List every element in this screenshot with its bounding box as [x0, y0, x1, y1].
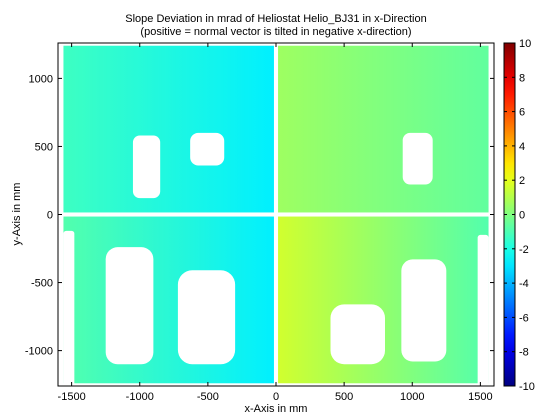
facet-upper-left [63, 45, 274, 213]
colorbar-tick-label: -10 [519, 381, 535, 393]
colorbar-tick-label: -6 [519, 312, 529, 324]
colorbar-tick-label: -4 [519, 278, 529, 290]
missing-data-region [177, 270, 236, 365]
x-tick-label: 0 [273, 391, 279, 403]
colorbar-tick-label: 10 [519, 38, 531, 50]
missing-data-region [63, 230, 75, 386]
x-tick-label: -1000 [126, 391, 154, 403]
colorbar-tick-label: 2 [519, 175, 525, 187]
colorbar-tick-label: -2 [519, 244, 529, 256]
facet-upper-right [278, 45, 489, 213]
chart-title: Slope Deviation in mrad of Heliostat Hel… [125, 13, 426, 25]
facet-lower-right [278, 216, 489, 384]
x-tick-label: 1500 [468, 391, 492, 403]
colorbar-tick-label: 4 [519, 141, 525, 153]
y-axis: -1000 -500 0 500 1000 [25, 73, 494, 358]
x-axis-label: x-Axis in mm [245, 403, 308, 415]
colorbar-tick-label: 0 [519, 210, 525, 222]
x-axis: -1500 -1000 -500 0 500 1000 1500 [58, 43, 493, 403]
colorbar-tick-label: 8 [519, 72, 525, 84]
missing-data-region [402, 132, 433, 185]
y-tick-label: 1000 [29, 73, 53, 85]
y-tick-label: -500 [31, 278, 53, 290]
colorbar-ticks: -10 -8 -6 -4 -2 0 2 4 6 8 10 [504, 38, 535, 393]
colorbar-tick-label: -8 [519, 347, 529, 359]
facet-lower-left [63, 216, 274, 384]
y-axis-label: y-Axis in mm [11, 183, 23, 246]
x-tick-label: -1500 [58, 391, 86, 403]
missing-data-layer [63, 132, 489, 386]
x-tick-label: 1000 [400, 391, 424, 403]
missing-data-region [190, 132, 225, 166]
heatmap-area [63, 45, 489, 384]
chart-subtitle: (positive = normal vector is tilted in n… [140, 26, 411, 38]
y-tick-label: 500 [35, 141, 53, 153]
missing-data-region [477, 234, 489, 386]
y-tick-label: 0 [47, 210, 53, 222]
y-tick-label: -1000 [25, 346, 53, 358]
missing-data-region [132, 135, 161, 199]
missing-data-region [330, 304, 385, 365]
x-tick-label: -500 [197, 391, 219, 403]
x-tick-label: 500 [335, 391, 353, 403]
missing-data-region [105, 247, 154, 365]
missing-data-region [401, 259, 447, 362]
colorbar-tick-label: 6 [519, 107, 525, 119]
